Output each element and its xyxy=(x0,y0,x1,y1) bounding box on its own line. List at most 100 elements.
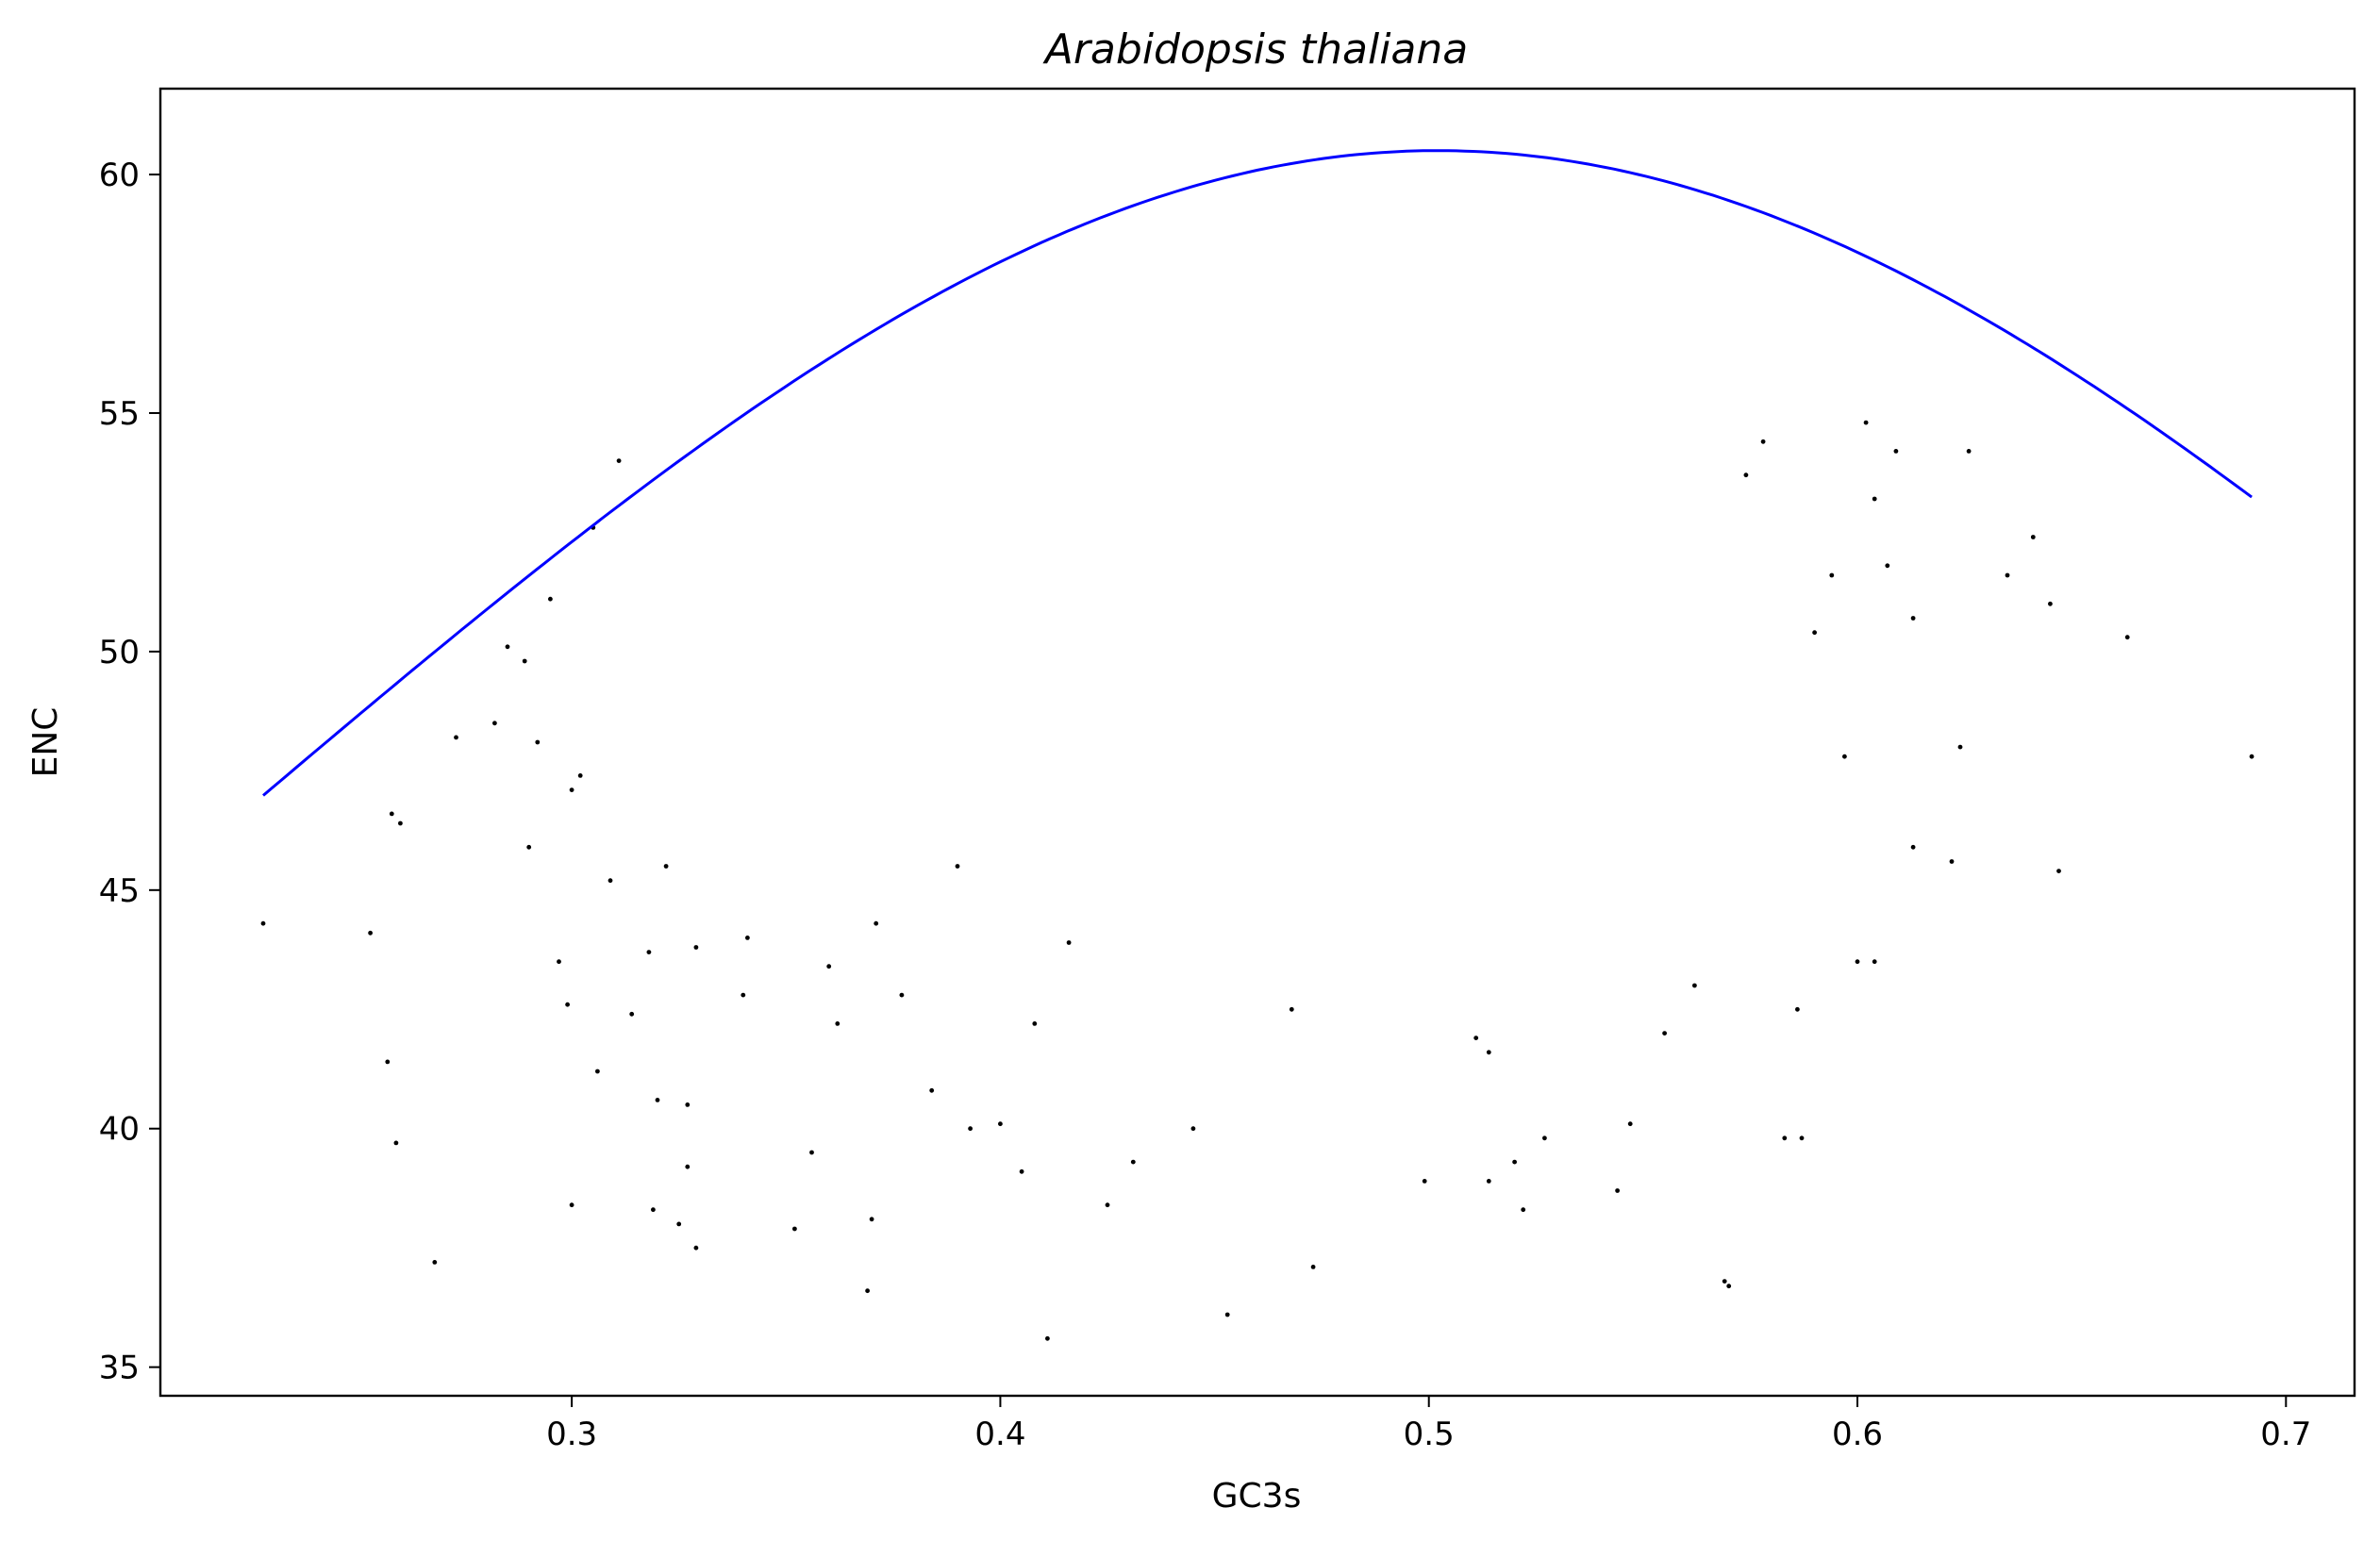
y-tick-label: 45 xyxy=(99,872,140,910)
x-tick-label: 0.6 xyxy=(1832,1416,1883,1453)
data-point xyxy=(968,1126,973,1132)
data-point xyxy=(629,1011,635,1017)
data-point xyxy=(595,1069,600,1074)
data-point xyxy=(685,1102,691,1107)
data-point xyxy=(1966,449,1972,454)
data-point xyxy=(368,930,373,936)
data-point xyxy=(1662,1031,1667,1036)
data-point xyxy=(1799,1135,1805,1141)
data-point xyxy=(1105,1202,1110,1208)
data-point xyxy=(2005,572,2010,578)
y-tick-label: 40 xyxy=(99,1111,140,1149)
data-point xyxy=(1726,1284,1732,1289)
x-axis-label: GC3s xyxy=(1212,1477,1302,1516)
data-point xyxy=(492,721,497,726)
data-point xyxy=(1066,940,1072,945)
data-point xyxy=(693,1245,699,1251)
scatter-points xyxy=(260,420,2255,1341)
data-point xyxy=(260,920,266,926)
expected-enc-curve xyxy=(262,149,2253,797)
data-point xyxy=(1829,572,1835,578)
data-point xyxy=(1627,1121,1633,1127)
data-point xyxy=(663,864,669,869)
data-point xyxy=(1486,1179,1491,1184)
data-point xyxy=(2124,635,2130,640)
data-point xyxy=(1842,754,1847,759)
data-point xyxy=(1949,859,1955,864)
data-point xyxy=(998,1121,1003,1127)
data-point xyxy=(1782,1135,1788,1141)
data-point xyxy=(607,878,613,884)
data-point xyxy=(2249,754,2255,759)
data-point xyxy=(548,596,553,602)
data-point xyxy=(745,936,750,940)
data-point xyxy=(1863,420,1869,425)
data-point xyxy=(1045,1335,1050,1341)
data-point xyxy=(899,992,905,998)
data-point xyxy=(1692,983,1697,988)
data-point xyxy=(1473,1036,1479,1040)
data-point xyxy=(1130,1159,1136,1165)
data-point xyxy=(2030,535,2036,539)
y-axis: 35 40 45 50 55 60 xyxy=(99,157,160,1387)
data-point xyxy=(1190,1126,1196,1132)
data-point xyxy=(955,864,960,869)
data-point xyxy=(398,820,403,826)
data-point xyxy=(1893,449,1899,454)
data-point xyxy=(651,1207,656,1213)
data-point xyxy=(1615,1188,1620,1193)
data-point xyxy=(1743,472,1749,478)
data-point xyxy=(557,959,561,965)
data-point xyxy=(569,1202,574,1208)
data-point xyxy=(1521,1207,1526,1213)
data-point xyxy=(869,1217,874,1222)
data-point xyxy=(1019,1168,1024,1174)
x-tick-label: 0.5 xyxy=(1404,1416,1455,1453)
data-point xyxy=(676,1221,682,1227)
data-point xyxy=(616,458,622,463)
data-point xyxy=(646,950,652,954)
x-tick-label: 0.3 xyxy=(546,1416,597,1453)
data-point xyxy=(1422,1179,1427,1184)
y-tick-label: 35 xyxy=(99,1350,140,1387)
data-point xyxy=(569,787,574,792)
data-point xyxy=(1512,1159,1517,1165)
data-point xyxy=(1486,1050,1491,1055)
data-point xyxy=(809,1150,814,1155)
data-point xyxy=(1289,1006,1294,1012)
data-point xyxy=(826,964,832,969)
data-point xyxy=(1872,959,1877,965)
data-point xyxy=(1885,563,1890,569)
data-point xyxy=(1310,1265,1316,1269)
data-point xyxy=(1910,844,1916,850)
data-point xyxy=(522,658,527,664)
data-point xyxy=(1032,1021,1038,1026)
data-point xyxy=(865,1288,870,1294)
data-point xyxy=(393,1140,399,1146)
data-point xyxy=(432,1260,438,1265)
y-tick-label: 50 xyxy=(99,634,140,671)
data-point xyxy=(454,735,458,740)
data-point xyxy=(655,1098,660,1102)
data-point xyxy=(874,920,879,926)
data-point xyxy=(1722,1279,1727,1284)
x-tick-label: 0.4 xyxy=(974,1416,1025,1453)
x-axis: 0.3 0.4 0.5 0.6 0.7 xyxy=(546,1396,2311,1453)
y-tick-label: 60 xyxy=(99,157,140,194)
data-point xyxy=(535,739,541,745)
data-point xyxy=(1855,959,1860,965)
data-point xyxy=(1542,1135,1547,1141)
data-point xyxy=(2056,869,2061,873)
data-point xyxy=(741,992,746,998)
x-tick-label: 0.7 xyxy=(2260,1416,2311,1453)
data-point xyxy=(1957,744,1963,750)
data-point xyxy=(1910,616,1916,621)
data-point xyxy=(1812,630,1817,636)
data-point xyxy=(526,844,532,850)
data-point xyxy=(792,1226,797,1232)
data-point xyxy=(577,773,583,778)
data-point xyxy=(1224,1312,1230,1317)
data-point xyxy=(693,945,699,950)
data-point xyxy=(929,1087,935,1093)
